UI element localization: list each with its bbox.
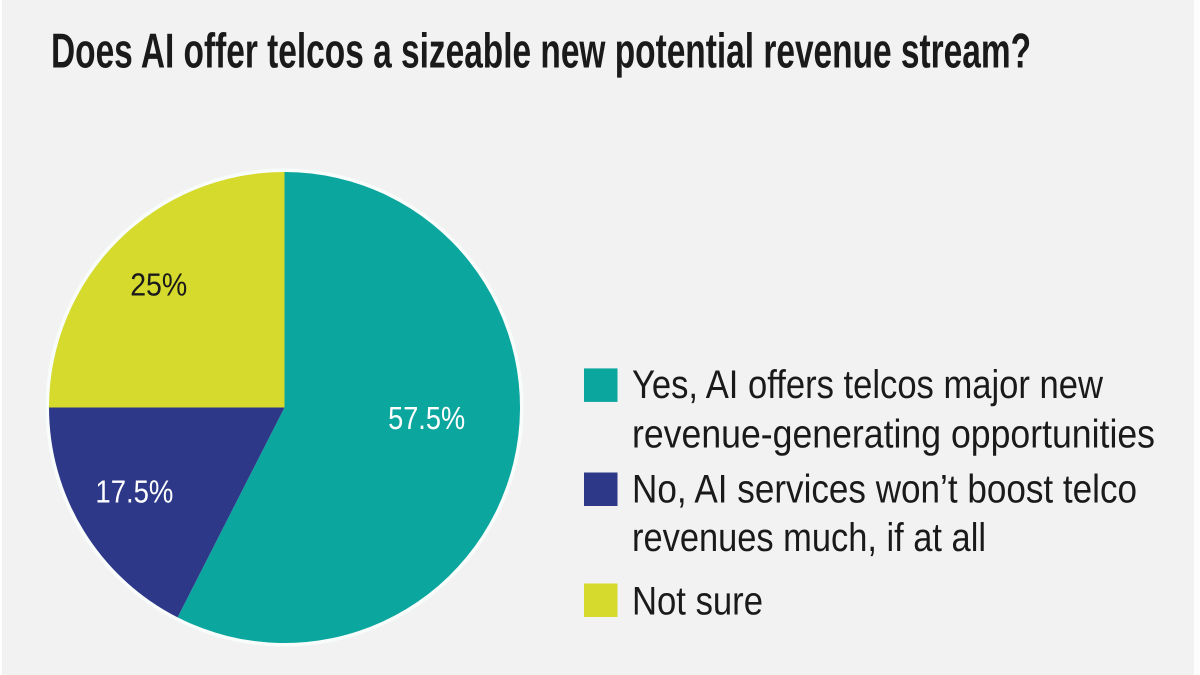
svg-text:57.5%: 57.5% — [388, 400, 465, 436]
svg-text:Yes, AI offers telcos major ne: Yes, AI offers telcos major new — [632, 363, 1103, 407]
svg-text:17.5%: 17.5% — [95, 474, 173, 510]
svg-text:No, AI services won’t boost te: No, AI services won’t boost telco — [632, 468, 1137, 512]
svg-text:revenues much, if at all: revenues much, if at all — [632, 516, 986, 560]
svg-text:Does AI offer telcos a sizeabl: Does AI offer telcos a sizeable new pote… — [51, 25, 1031, 79]
svg-text:revenue-generating opportuniti: revenue-generating opportunities — [632, 412, 1155, 456]
svg-text:25%: 25% — [130, 267, 187, 303]
svg-text:Not sure: Not sure — [632, 580, 763, 624]
